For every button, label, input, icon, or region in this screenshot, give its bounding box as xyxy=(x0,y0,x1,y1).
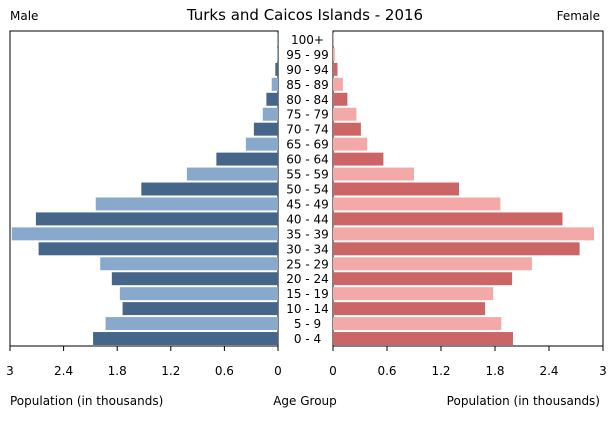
age-group-label-18: 10 - 14 xyxy=(286,302,329,316)
female-bar-8 xyxy=(333,152,384,166)
male-bar-4 xyxy=(266,92,278,106)
age-group-label-6: 70 - 74 xyxy=(286,123,329,137)
female-bar-15 xyxy=(333,257,532,271)
age-group-label-0: 100+ xyxy=(291,33,324,47)
male-tick-label-1: 2.4 xyxy=(54,364,73,378)
male-bar-15 xyxy=(100,257,278,271)
female-bar-13 xyxy=(333,227,594,241)
female-tick-label-1: 0.6 xyxy=(377,364,396,378)
age-group-label-19: 5 - 9 xyxy=(294,317,321,331)
male-tick-label-3: 1.2 xyxy=(161,364,180,378)
female-bar-6 xyxy=(333,122,361,136)
male-bar-2 xyxy=(275,62,278,76)
age-group-label-10: 50 - 54 xyxy=(286,183,329,197)
female-bar-5 xyxy=(333,107,357,121)
male-side-label: Male xyxy=(10,9,38,23)
male-bar-3 xyxy=(271,77,278,91)
female-tick-label-0: 0 xyxy=(329,364,337,378)
age-group-label-14: 30 - 34 xyxy=(286,242,329,256)
female-bar-16 xyxy=(333,272,513,286)
female-bar-2 xyxy=(333,62,338,76)
female-bar-14 xyxy=(333,242,580,256)
chart-title: Turks and Caicos Islands - 2016 xyxy=(186,6,423,24)
male-bar-12 xyxy=(35,212,279,226)
female-bar-9 xyxy=(333,167,414,181)
male-bar-19 xyxy=(105,317,278,331)
male-bar-10 xyxy=(141,182,278,196)
male-bar-9 xyxy=(186,167,278,181)
male-bar-8 xyxy=(216,152,278,166)
female-tick-label-2: 1.2 xyxy=(431,364,450,378)
female-tick-label-5: 3 xyxy=(599,364,607,378)
male-bar-7 xyxy=(245,137,278,151)
female-bar-11 xyxy=(333,197,501,211)
female-bar-18 xyxy=(333,302,486,316)
age-group-label-11: 45 - 49 xyxy=(286,197,329,211)
female-bar-4 xyxy=(333,92,348,106)
age-group-label-7: 65 - 69 xyxy=(286,138,329,152)
male-tick-label-5: 0 xyxy=(274,364,282,378)
age-group-label-12: 40 - 44 xyxy=(286,212,329,226)
male-bar-6 xyxy=(253,122,278,136)
female-bar-7 xyxy=(333,137,368,151)
female-side-label: Female xyxy=(557,9,600,23)
male-bar-1 xyxy=(277,47,278,61)
age-group-label-8: 60 - 64 xyxy=(286,153,329,167)
male-bar-5 xyxy=(262,107,278,121)
age-group-label-15: 25 - 29 xyxy=(286,257,329,271)
female-bar-17 xyxy=(333,287,494,301)
female-bar-10 xyxy=(333,182,459,196)
male-tick-label-2: 1.8 xyxy=(108,364,127,378)
male-bar-13 xyxy=(11,227,278,241)
age-group-label-16: 20 - 24 xyxy=(286,272,329,286)
x-axis-label-male: Population (in thousands) xyxy=(10,394,163,408)
male-bar-11 xyxy=(95,197,278,211)
female-bar-12 xyxy=(333,212,563,226)
male-bar-17 xyxy=(119,287,278,301)
male-bar-18 xyxy=(122,302,278,316)
x-axis-label-age-group: Age Group xyxy=(273,394,337,408)
female-bar-3 xyxy=(333,77,343,91)
male-tick-label-0: 3 xyxy=(6,364,14,378)
age-group-label-1: 95 - 99 xyxy=(286,48,329,62)
female-bar-1 xyxy=(333,47,335,61)
male-bar-20 xyxy=(93,332,278,345)
female-tick-label-4: 2.4 xyxy=(539,364,558,378)
age-group-label-3: 85 - 89 xyxy=(286,78,329,92)
x-axes: 3 2.4 1.8 1.2 0.6 0 0 0.6 1.2 1.8 2.4 3 xyxy=(6,346,607,378)
age-group-label-5: 75 - 79 xyxy=(286,108,329,122)
age-group-label-9: 55 - 59 xyxy=(286,168,329,182)
bar-group xyxy=(11,33,594,345)
age-group-label-4: 80 - 84 xyxy=(286,93,329,107)
female-bar-20 xyxy=(333,332,513,345)
male-bar-14 xyxy=(38,242,278,256)
x-axis-label-female: Population (in thousands) xyxy=(447,394,600,408)
female-bar-19 xyxy=(333,317,502,331)
age-group-label-20: 0 - 4 xyxy=(294,332,321,346)
male-tick-label-4: 0.6 xyxy=(215,364,234,378)
male-bar-16 xyxy=(111,272,278,286)
female-tick-label-3: 1.8 xyxy=(485,364,504,378)
age-group-label-2: 90 - 94 xyxy=(286,63,329,77)
age-group-label-13: 35 - 39 xyxy=(286,227,329,241)
age-group-label-17: 15 - 19 xyxy=(286,287,329,301)
